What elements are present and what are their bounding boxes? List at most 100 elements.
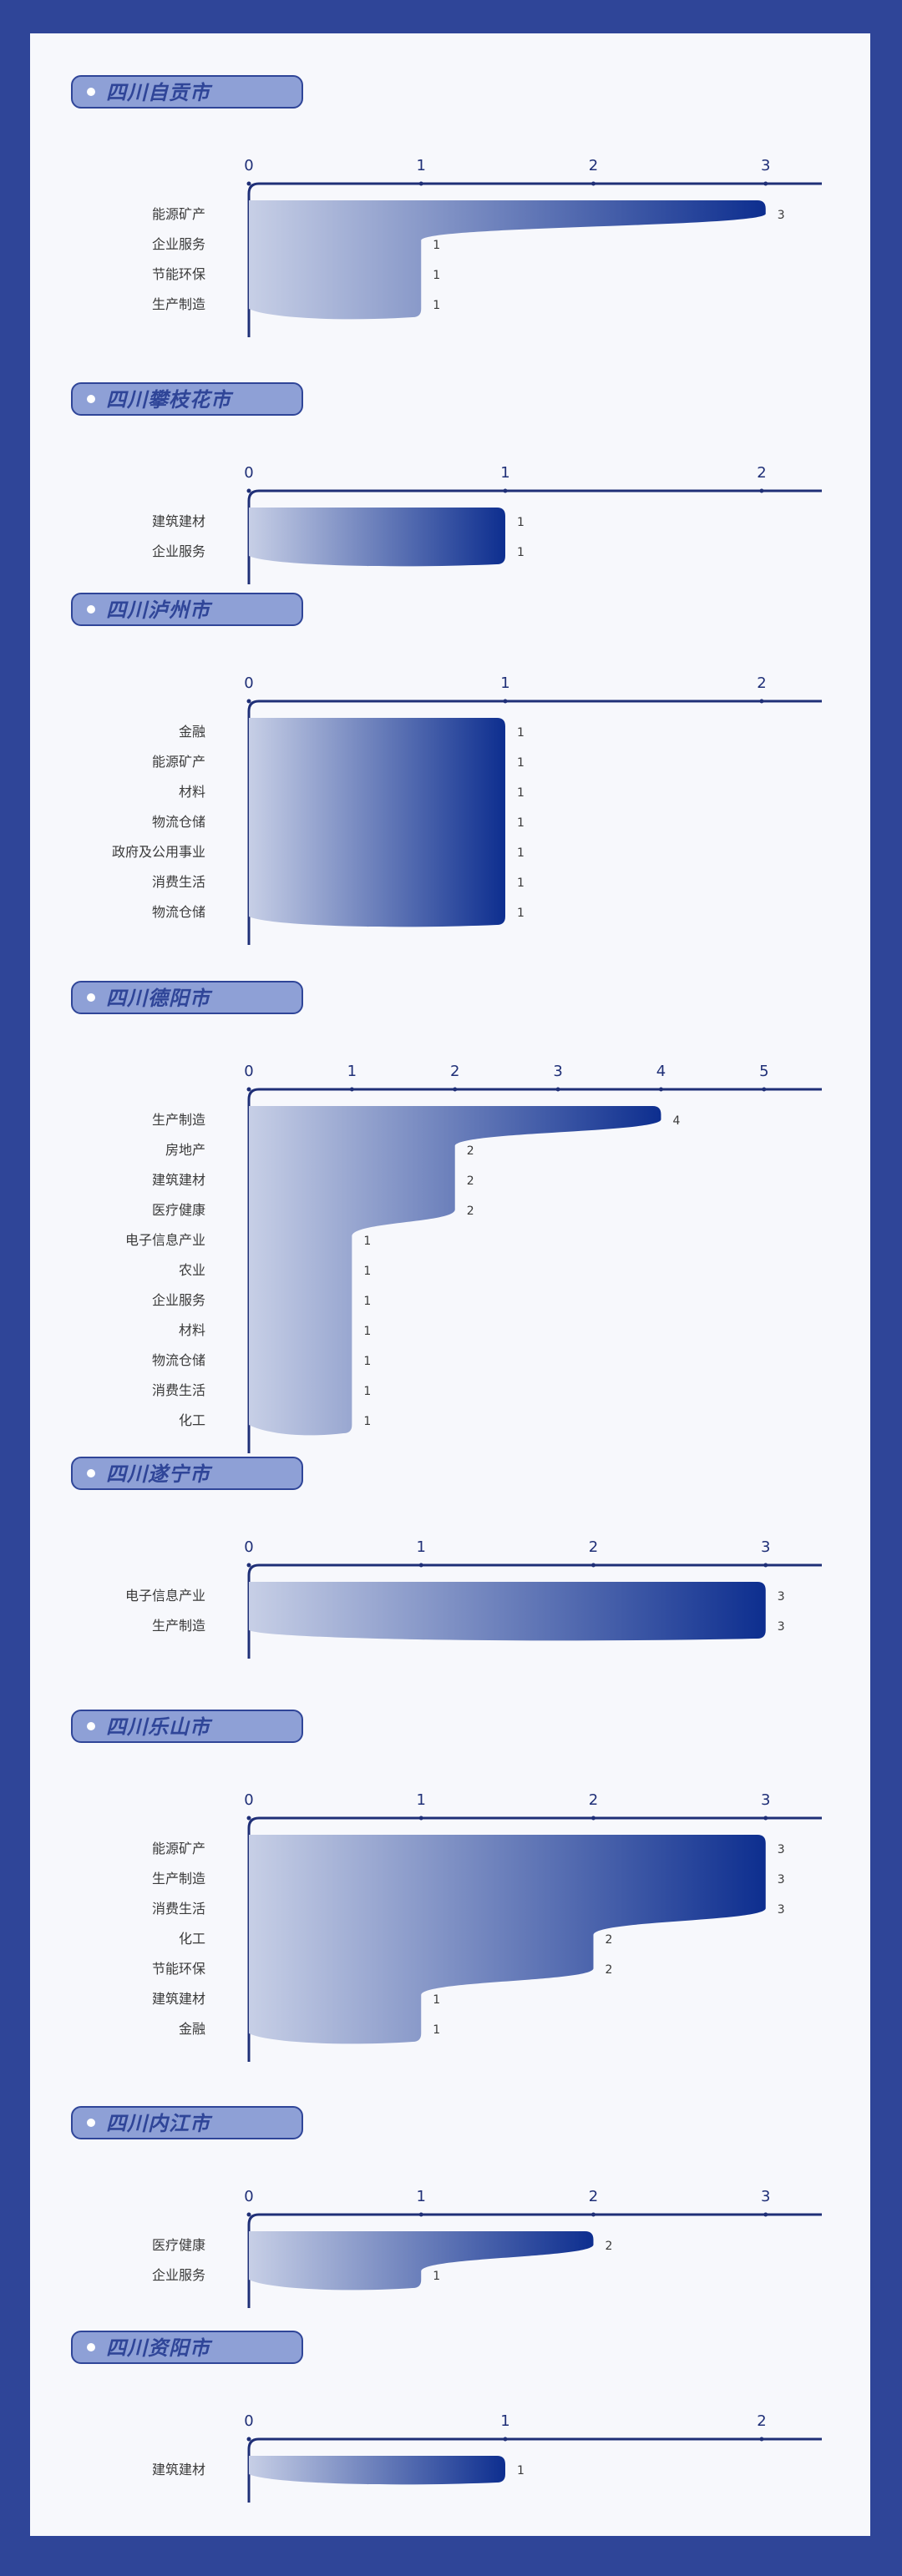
section-title: 四川德阳市: [106, 987, 210, 1010]
x-tick-mark: [759, 488, 764, 493]
category-label: 政府及公用事业: [112, 844, 205, 860]
data-value-label: 1: [433, 299, 440, 312]
category-label: 消费生活: [152, 1382, 205, 1398]
x-tick-label: 3: [761, 157, 770, 174]
x-tick-label: 1: [417, 1538, 426, 1556]
section-title: 四川遂宁市: [106, 1462, 210, 1486]
section-title-pill: 四川自贡市: [71, 75, 303, 109]
bullet-dot-icon: [87, 993, 95, 1002]
x-tick-mark: [759, 699, 764, 704]
section-title-pill: 四川攀枝花市: [71, 382, 303, 416]
category-label: 物流仓储: [152, 814, 205, 830]
section-title: 四川自贡市: [106, 81, 210, 104]
data-value-label: 1: [517, 726, 524, 740]
x-tick-mark: [418, 1816, 423, 1821]
x-tick-label: 2: [589, 2188, 598, 2205]
bar-chart: 0 1 2 3 4 5 生产制造 4 房地产 2 建筑建材 2 医疗健康 2 电子信息产业 1 农业 1 企业服务 1…: [125, 1063, 822, 1453]
axis-line: [247, 1816, 822, 2062]
category-label: 生产制造: [152, 1112, 205, 1128]
bar-chart: 0 1 2 建筑建材 1: [152, 2412, 822, 2503]
section-title-pill: 四川德阳市: [71, 981, 303, 1014]
x-tick-label: 0: [244, 157, 253, 174]
x-tick-mark: [503, 488, 508, 493]
data-value-label: 1: [517, 756, 524, 770]
x-tick-mark: [246, 2437, 251, 2442]
category-label: 消费生活: [152, 1901, 205, 1917]
bar-area: [249, 2231, 594, 2291]
bar-chart: 0 1 2 建筑建材 1 企业服务 1: [152, 464, 822, 584]
data-value-label: 1: [363, 1265, 371, 1278]
bar-chart: 0 1 2 3 能源矿产 3 生产制造 3 消费生活 3 化工 2 节能环保 2 建筑建材 1 金融 1: [152, 1791, 822, 2062]
data-value-label: 1: [363, 1325, 371, 1338]
data-value-label: 1: [433, 239, 440, 252]
bar-chart: 0 1 2 3 医疗健康 2 企业服务 1: [152, 2188, 822, 2308]
x-tick-label: 2: [450, 1063, 459, 1080]
x-tick-mark: [591, 181, 595, 186]
bullet-dot-icon: [87, 2119, 95, 2127]
data-value-label: 1: [517, 846, 524, 860]
axis-line: [247, 489, 822, 584]
data-value-label: 1: [517, 876, 524, 890]
data-value-label: 1: [517, 816, 524, 830]
x-tick-mark: [759, 2437, 764, 2442]
category-label: 化工: [179, 1931, 205, 1947]
data-value-label: 2: [606, 2240, 613, 2253]
x-tick-mark: [591, 2212, 595, 2217]
x-tick-mark: [763, 2212, 768, 2217]
x-tick-label: 1: [347, 1063, 357, 1080]
data-value-label: 1: [433, 2023, 440, 2037]
x-tick-mark: [658, 1087, 663, 1092]
x-tick-label: 1: [417, 157, 426, 174]
data-value-label: 1: [433, 269, 440, 282]
data-value-label: 1: [517, 546, 524, 559]
data-value-label: 3: [778, 1590, 785, 1604]
data-value-label: 2: [467, 1144, 474, 1158]
x-tick-label: 3: [761, 1791, 770, 1809]
x-tick-mark: [246, 1087, 251, 1092]
category-label: 材料: [179, 784, 205, 800]
axis-line: [247, 700, 822, 945]
category-label: 农业: [179, 1262, 205, 1278]
section-title: 四川乐山市: [106, 1715, 210, 1739]
bar-area: [249, 508, 505, 567]
bullet-dot-icon: [87, 605, 95, 614]
x-tick-mark: [763, 1816, 768, 1821]
x-tick-label: 0: [244, 464, 253, 482]
category-label: 物流仓储: [152, 904, 205, 920]
data-value-label: 3: [778, 1620, 785, 1634]
category-label: 建筑建材: [152, 1991, 205, 2007]
data-value-label: 1: [517, 907, 524, 920]
category-label: 医疗健康: [152, 2237, 205, 2253]
category-label: 材料: [179, 1322, 205, 1338]
x-tick-mark: [246, 1816, 251, 1821]
axis-line: [247, 1088, 822, 1453]
section-title-pill: 四川乐山市: [71, 1710, 303, 1743]
data-value-label: 3: [778, 1843, 785, 1856]
data-value-label: 1: [433, 2270, 440, 2283]
bar-chart: 0 1 2 3 能源矿产 3 企业服务 1 节能环保 1 生产制造 1: [152, 157, 822, 337]
data-value-label: 1: [517, 786, 524, 800]
category-label: 医疗健康: [152, 1202, 205, 1218]
section-title-pill: 四川资阳市: [71, 2331, 303, 2364]
data-value-label: 3: [778, 1873, 785, 1887]
bar-area: [249, 1582, 766, 1641]
x-tick-label: 2: [589, 1538, 598, 1556]
x-tick-label: 0: [244, 674, 253, 692]
x-tick-label: 1: [417, 1791, 426, 1809]
category-label: 电子信息产业: [125, 1588, 205, 1604]
data-value-label: 1: [363, 1415, 371, 1428]
x-tick-mark: [246, 181, 251, 186]
bullet-dot-icon: [87, 2343, 95, 2351]
x-tick-label: 3: [553, 1063, 562, 1080]
section-title-pill: 四川内江市: [71, 2106, 303, 2139]
bar-area: [249, 1106, 661, 1436]
x-tick-label: 4: [656, 1063, 666, 1080]
category-label: 企业服务: [152, 236, 205, 252]
category-label: 企业服务: [152, 2267, 205, 2283]
infographic-canvas: 四川自贡市 0 1 2 3 能源矿产 3 企业服务 1 节能环保 1 生产制造 1 四川攀枝花市 0 1 2 建筑…: [30, 33, 870, 2536]
category-label: 生产制造: [152, 296, 205, 312]
x-tick-label: 1: [500, 2412, 509, 2430]
category-label: 金融: [179, 724, 205, 740]
data-value-label: 1: [433, 1993, 440, 2007]
category-label: 节能环保: [152, 266, 205, 282]
